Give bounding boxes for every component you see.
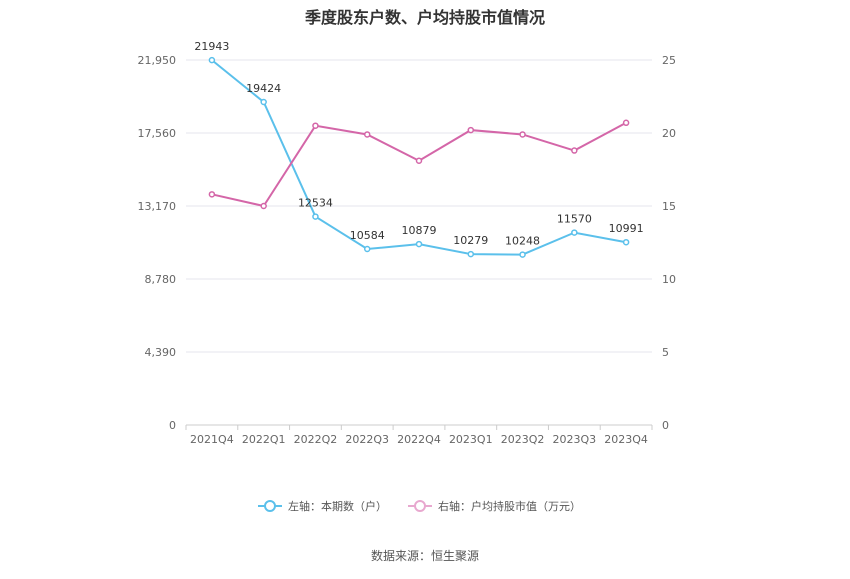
left-axis-tick-label: 4,390 — [145, 346, 177, 359]
legend-label: 右轴：户均持股市值（万元） — [438, 499, 581, 513]
data-label: 10991 — [609, 222, 644, 235]
data-label: 10279 — [453, 234, 488, 247]
left-axis-tick-label: 8,780 — [145, 273, 177, 286]
data-label: 19424 — [246, 82, 281, 95]
data-point — [363, 131, 371, 138]
data-point — [415, 240, 423, 248]
data-point — [571, 229, 578, 236]
legend-swatch-marker — [264, 500, 276, 512]
x-axis-tick-label: 2023Q3 — [553, 433, 597, 446]
x-axis-tick-label: 2023Q2 — [501, 433, 545, 446]
left-axis-tick-label: 13,170 — [138, 200, 177, 213]
legend-swatch-marker — [414, 500, 426, 512]
series-line — [211, 121, 627, 208]
x-axis-tick-label: 2022Q3 — [345, 433, 389, 446]
data-point — [260, 98, 267, 106]
data-label: 10584 — [350, 229, 385, 242]
data-point — [363, 245, 371, 253]
data-point — [622, 238, 630, 246]
left-axis-tick-label: 17,560 — [138, 127, 177, 140]
right-axis-tick-label: 15 — [662, 200, 676, 213]
left-axis-tick-label: 0 — [169, 419, 176, 432]
data-point — [415, 157, 423, 164]
data-point — [467, 126, 475, 134]
data-point — [312, 122, 319, 129]
x-axis-tick-label: 2023Q4 — [604, 433, 648, 446]
data-point — [519, 251, 526, 258]
data-point — [208, 191, 216, 198]
data-label: 11570 — [557, 213, 592, 226]
x-axis-tick-label: 2023Q1 — [449, 433, 493, 446]
data-label: 21943 — [194, 40, 229, 53]
data-point — [519, 131, 526, 138]
x-axis-tick-label: 2022Q1 — [242, 433, 286, 446]
x-axis-tick-label: 2022Q4 — [397, 433, 441, 446]
data-label: 10248 — [505, 235, 540, 248]
right-axis-tick-label: 25 — [662, 54, 676, 67]
right-axis-tick-label: 5 — [662, 346, 669, 359]
right-axis-tick-label: 0 — [662, 419, 669, 432]
x-axis-tick-label: 2022Q2 — [294, 433, 338, 446]
data-point — [571, 147, 578, 154]
legend-label: 左轴：本期数（户） — [288, 499, 387, 513]
data-label: 12534 — [298, 197, 333, 210]
data-point — [312, 213, 319, 220]
data-point — [208, 56, 216, 64]
data-source: 数据来源：恒生聚源 — [370, 549, 479, 563]
left-axis-tick-label: 21,950 — [138, 54, 177, 67]
x-axis-tick-label: 2021Q4 — [190, 433, 234, 446]
data-point — [467, 250, 475, 258]
right-axis-tick-label: 10 — [662, 273, 676, 286]
right-axis-tick-label: 20 — [662, 127, 676, 140]
data-label: 10879 — [402, 224, 437, 237]
data-point — [260, 202, 267, 210]
data-point — [622, 119, 630, 127]
chart-title: 季度股东户数、户均持股市值情况 — [304, 8, 545, 27]
